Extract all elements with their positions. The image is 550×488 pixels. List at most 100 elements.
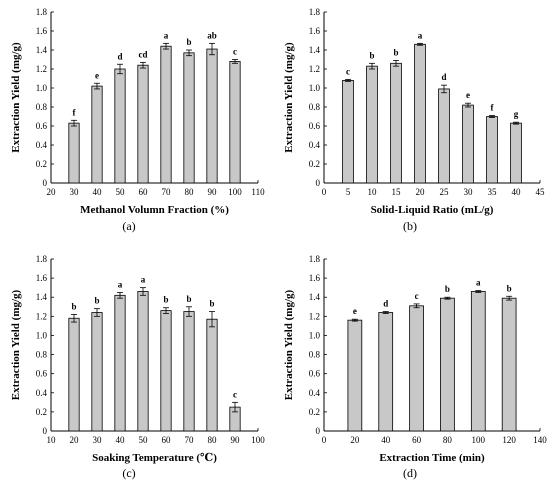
y-tick-label: 0.6 bbox=[36, 121, 48, 131]
x-tick-label: 60 bbox=[162, 435, 172, 445]
bar bbox=[462, 104, 474, 184]
y-axis-title: Extraction Yield (mg/g) bbox=[10, 289, 22, 400]
y-tick-label: 1.4 bbox=[309, 292, 321, 302]
y-tick-label: 1.6 bbox=[36, 26, 48, 36]
y-tick-label: 0.2 bbox=[36, 407, 47, 417]
bar bbox=[342, 80, 354, 184]
y-tick-label: 1.8 bbox=[36, 7, 48, 17]
y-tick-label: 0.6 bbox=[309, 121, 321, 131]
x-tick-label: 30 bbox=[464, 187, 474, 197]
chart-panel-4: 0 0.2 0.4 0.6 0.8 1.0 1.2 1.4 1.6 1.8 0 20 40 60 80 100… bbox=[283, 254, 547, 480]
bar bbox=[137, 291, 149, 432]
significance-label: d bbox=[117, 51, 122, 61]
significance-label: b bbox=[94, 296, 99, 306]
significance-label: b bbox=[71, 301, 76, 311]
significance-label: b bbox=[393, 47, 398, 57]
significance-label: a bbox=[118, 279, 123, 289]
significance-label: a bbox=[141, 275, 146, 285]
significance-label: b bbox=[186, 294, 191, 304]
x-tick-label: 80 bbox=[443, 435, 453, 445]
x-tick-label: 10 bbox=[47, 435, 57, 445]
x-tick-label: 120 bbox=[502, 435, 516, 445]
y-tick-label: 0.2 bbox=[36, 159, 47, 169]
x-tick-label: 90 bbox=[231, 435, 241, 445]
bar bbox=[347, 319, 363, 432]
chart-panel-1: 0 0.2 0.4 0.6 0.8 1.0 1.2 1.4 1.6 1.8 20 30 40 50 60 70… bbox=[10, 7, 265, 233]
significance-label: b bbox=[186, 37, 191, 47]
bar bbox=[378, 312, 394, 432]
x-tick-label: 40 bbox=[93, 187, 103, 197]
significance-label: e bbox=[353, 306, 357, 316]
x-tick-label: 100 bbox=[251, 435, 265, 445]
bar bbox=[229, 61, 241, 184]
significance-label: c bbox=[233, 389, 237, 399]
y-tick-label: 0.6 bbox=[309, 369, 321, 379]
significance-label: b bbox=[163, 295, 168, 305]
chart-panel-3: 0 0.2 0.4 0.6 0.8 1.0 1.2 1.4 1.6 1.8 10 20 30 40 50 60… bbox=[10, 254, 265, 480]
bar bbox=[501, 297, 517, 432]
panel-caption: (c) bbox=[122, 466, 135, 480]
y-tick-label: 1.2 bbox=[309, 311, 320, 321]
x-tick-label: 10 bbox=[368, 187, 378, 197]
x-tick-label: 25 bbox=[440, 187, 450, 197]
bar bbox=[438, 88, 450, 184]
x-tick-label: 50 bbox=[139, 435, 149, 445]
y-tick-label: 0 bbox=[316, 178, 321, 188]
bar bbox=[91, 85, 103, 184]
y-tick-label: 0.8 bbox=[309, 350, 321, 360]
x-tick-label: 50 bbox=[116, 187, 126, 197]
significance-label: f bbox=[73, 107, 77, 117]
x-tick-label: 80 bbox=[208, 435, 218, 445]
significance-label: ab bbox=[207, 30, 217, 40]
x-axis-title: Solid-Liquid Ratio (mL/g) bbox=[371, 204, 494, 216]
y-tick-label: 0.2 bbox=[309, 159, 320, 169]
bar bbox=[206, 318, 218, 432]
x-tick-label: 100 bbox=[228, 187, 242, 197]
significance-label: g bbox=[514, 109, 519, 119]
y-tick-label: 1.2 bbox=[36, 64, 47, 74]
bar bbox=[183, 311, 195, 432]
panel-caption: (a) bbox=[122, 219, 135, 233]
panel-caption: (d) bbox=[403, 466, 417, 480]
y-axis-title: Extraction Yield (mg/g) bbox=[10, 42, 22, 153]
bar bbox=[114, 294, 126, 432]
x-tick-label: 60 bbox=[139, 187, 149, 197]
bar bbox=[409, 305, 424, 432]
x-tick-label: 20 bbox=[47, 187, 57, 197]
significance-label: b bbox=[507, 283, 512, 293]
bar bbox=[114, 68, 126, 184]
y-axis-title: Extraction Yield (mg/g) bbox=[283, 289, 295, 400]
significance-label: b bbox=[369, 50, 374, 60]
significance-label: b bbox=[209, 299, 214, 309]
significance-label: a bbox=[476, 278, 481, 288]
y-tick-label: 1.2 bbox=[309, 64, 320, 74]
x-tick-label: 20 bbox=[70, 435, 80, 445]
x-tick-label: 70 bbox=[185, 435, 195, 445]
significance-label: b bbox=[445, 284, 450, 294]
significance-label: a bbox=[418, 30, 423, 40]
bar bbox=[390, 62, 402, 184]
bar bbox=[160, 310, 172, 432]
bar bbox=[440, 297, 455, 432]
x-tick-label: 45 bbox=[536, 187, 546, 197]
y-axis-title: Extraction Yield (mg/g) bbox=[283, 42, 295, 153]
significance-label: a bbox=[164, 30, 169, 40]
bar bbox=[91, 312, 103, 432]
bar bbox=[206, 48, 218, 184]
x-tick-label: 5 bbox=[346, 187, 351, 197]
y-tick-label: 1.0 bbox=[309, 330, 321, 340]
bar bbox=[137, 64, 149, 184]
x-tick-label: 15 bbox=[392, 187, 402, 197]
x-axis-title: Extraction Time (min) bbox=[379, 452, 485, 464]
x-tick-label: 30 bbox=[93, 435, 103, 445]
y-tick-label: 1.0 bbox=[309, 83, 321, 93]
x-tick-label: 100 bbox=[472, 435, 486, 445]
bar bbox=[470, 291, 486, 432]
y-tick-label: 1.8 bbox=[309, 254, 321, 264]
y-tick-label: 0 bbox=[43, 178, 48, 188]
x-tick-label: 40 bbox=[116, 435, 126, 445]
y-tick-label: 0.6 bbox=[36, 369, 48, 379]
x-axis-title: Soaking Temperature (℃) bbox=[92, 452, 217, 464]
x-axis-title: Methanol Volumn Fraction (%) bbox=[80, 204, 229, 216]
